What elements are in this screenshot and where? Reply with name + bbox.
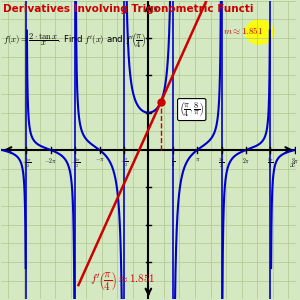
Text: $\left(\dfrac{\pi}{4},\dfrac{8}{\pi}\right)$: $\left(\dfrac{\pi}{4},\dfrac{8}{\pi}\rig… — [179, 100, 204, 119]
Text: $-\pi$: $-\pi$ — [94, 157, 104, 163]
Text: $x$: $x$ — [290, 159, 296, 169]
Text: $\pi$: $\pi$ — [194, 157, 200, 163]
Text: $2\pi$: $2\pi$ — [242, 157, 250, 165]
Text: $f(x) = \dfrac{2\cdot\tan x}{x}$. Find $f'(x)$ and $f'\!\left(\dfrac{\pi}{4}\rig: $f(x) = \dfrac{2\cdot\tan x}{x}$. Find $… — [3, 32, 147, 50]
Text: $-\frac{5\pi}{2}$: $-\frac{5\pi}{2}$ — [21, 157, 32, 170]
Text: $y$: $y$ — [152, 4, 159, 14]
Text: $m\approx 1.851$: $m\approx 1.851$ — [223, 25, 263, 36]
Text: $\frac{5\pi}{2}$: $\frac{5\pi}{2}$ — [267, 157, 274, 170]
Text: $-\frac{3\pi}{2}$: $-\frac{3\pi}{2}$ — [70, 157, 81, 170]
Text: $-2\pi$: $-2\pi$ — [44, 157, 57, 165]
Text: $\frac{3\pi}{2}$: $\frac{3\pi}{2}$ — [218, 157, 225, 170]
Text: Derivatives Involving Trigonometric Functi: Derivatives Involving Trigonometric Func… — [3, 4, 254, 14]
Text: $f'\!\left(\dfrac{\pi}{4}\right) \approx 1.851$: $f'\!\left(\dfrac{\pi}{4}\right) \approx… — [90, 271, 155, 292]
Text: $\frac{\pi}{2}$: $\frac{\pi}{2}$ — [171, 157, 175, 169]
Text: $-\frac{\pi}{2}$: $-\frac{\pi}{2}$ — [119, 157, 128, 169]
Text: $3\pi$: $3\pi$ — [291, 157, 299, 165]
